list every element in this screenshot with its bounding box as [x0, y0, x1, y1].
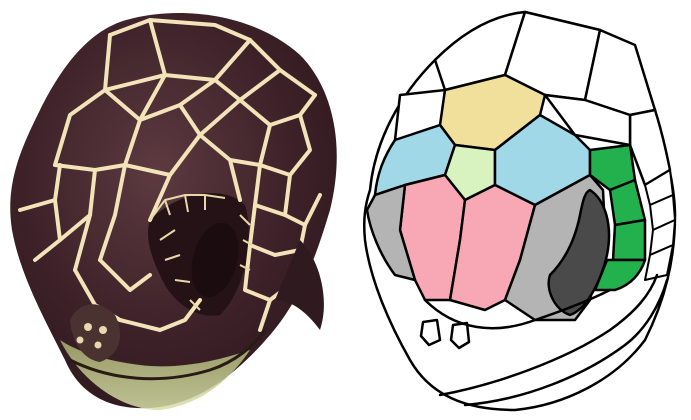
turtle-head-photo: [0, 0, 345, 420]
turtle-head-photo-svg: [10, 12, 337, 410]
throat: [60, 340, 250, 410]
eye: [191, 222, 239, 298]
scale-mid-right: [543, 93, 632, 147]
nostril-low-right: [94, 341, 102, 349]
scale-diagram-svg: [362, 10, 677, 412]
jaw-line-lower: [438, 273, 659, 397]
mouth-line: [69, 329, 267, 381]
eye-scales: [149, 194, 253, 311]
nostril-right: [99, 326, 107, 334]
neck: [275, 240, 324, 330]
nostril-left: [84, 323, 92, 331]
scale-seams: [18, 18, 322, 332]
nostril-left: [419, 318, 442, 347]
nostril-right: [449, 321, 471, 350]
temporal-scale-4: [593, 258, 647, 292]
jaw-line-upper: [423, 288, 612, 330]
eye-region: [547, 188, 611, 317]
nostril-low-left: [76, 336, 84, 344]
jaw-line-outer: [463, 278, 669, 407]
temporal-scale-3: [611, 218, 647, 262]
postocular-left: [365, 183, 417, 282]
side-scale-d: [644, 244, 674, 281]
turtle-head-scale-diagram: [345, 0, 691, 420]
beak: [70, 304, 120, 362]
